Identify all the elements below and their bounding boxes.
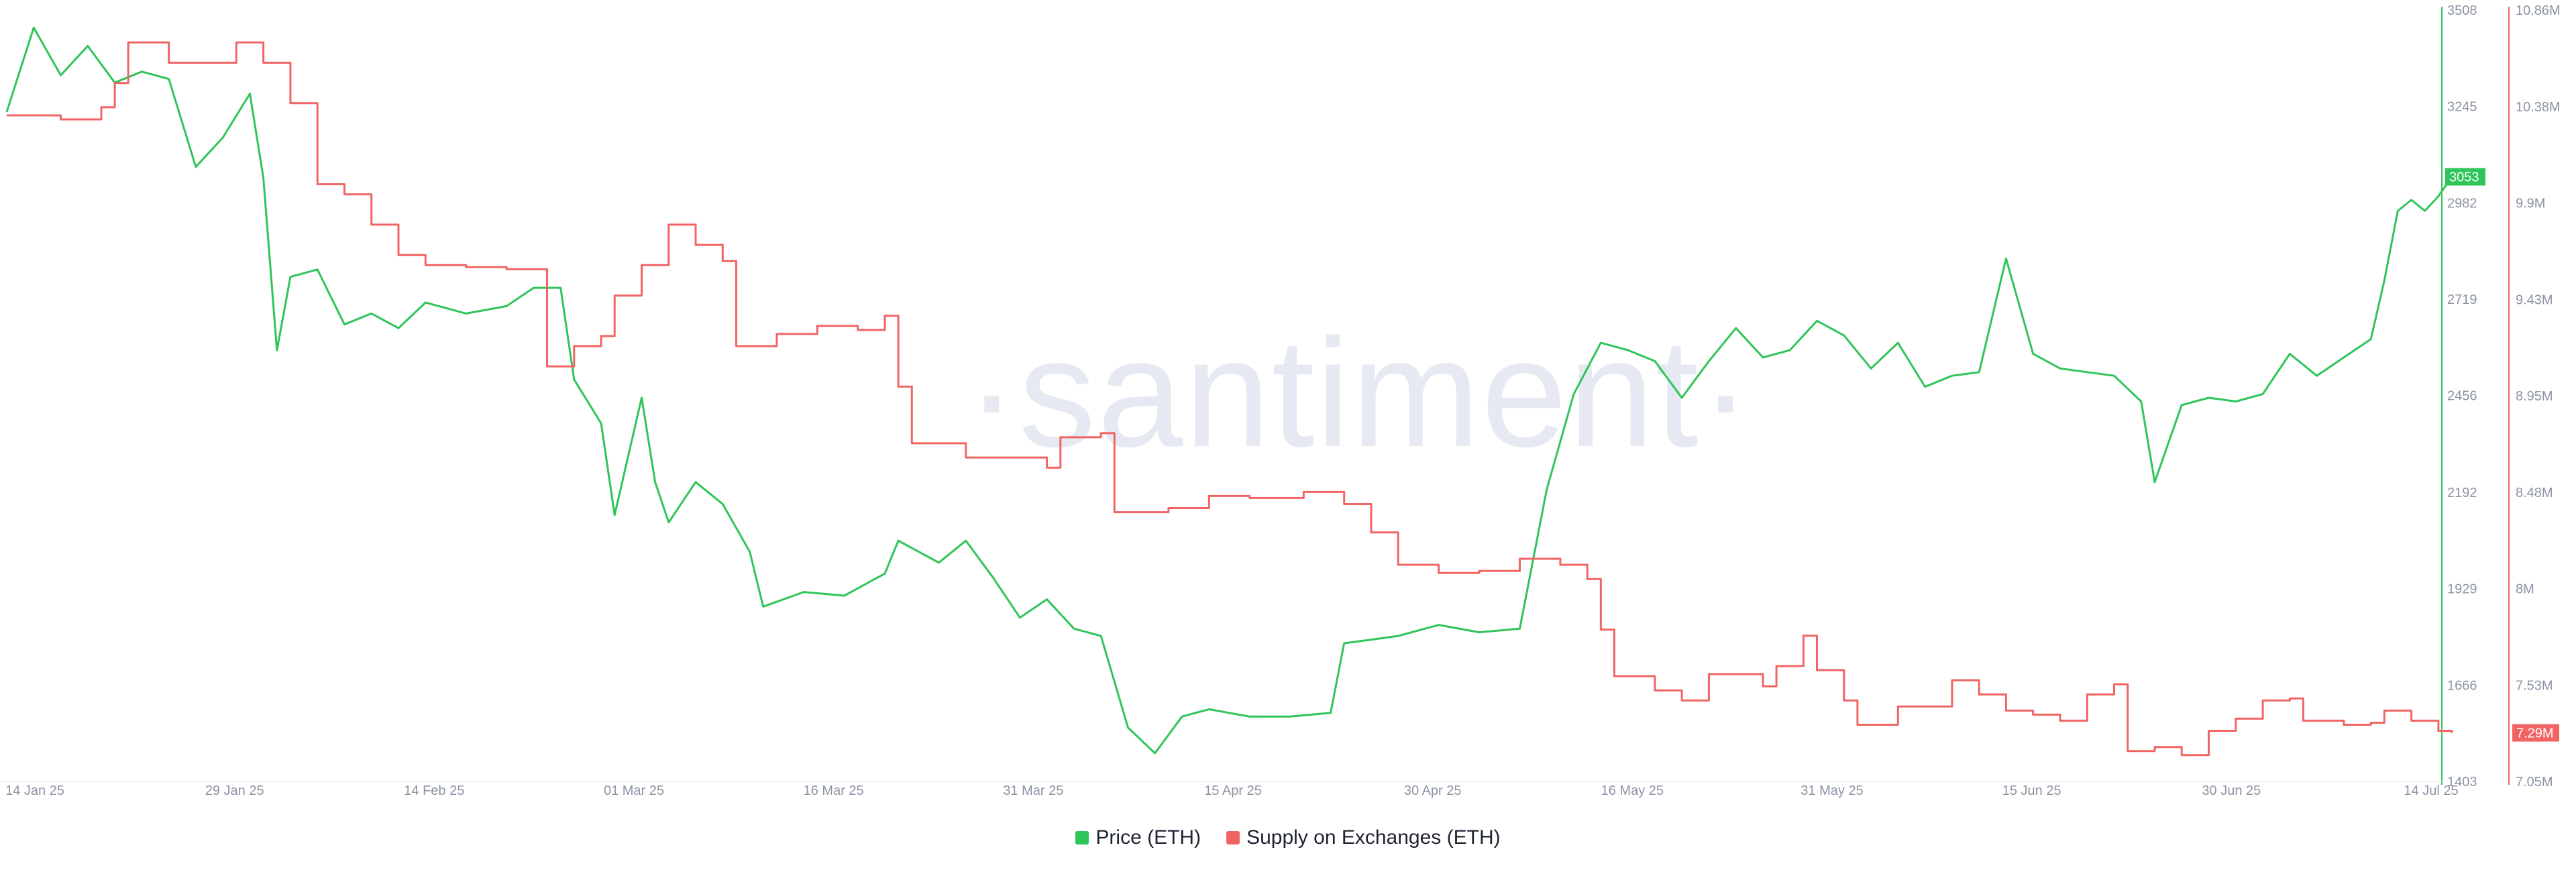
supply-tick-label: 8.95M [2516,389,2553,404]
price-tick-label: 3245 [2447,100,2477,115]
supply-tick-label: 7.53M [2516,678,2553,693]
price-tick-label: 2982 [2447,196,2477,211]
legend-item-price[interactable]: Price (ETH) [1075,826,1201,849]
legend: Price (ETH) Supply on Exchanges (ETH) [0,826,2576,849]
x-tick-label: 31 May 25 [1801,783,1863,798]
x-tick-label: 14 Jul 25 [2404,783,2458,798]
supply-line [7,41,2453,757]
supply-tick-label: 10.38M [2516,100,2561,115]
price-last-value-text: 3053 [2449,170,2479,185]
supply-tick-label: 10.86M [2516,3,2561,18]
series-layer [0,7,2510,785]
supply-last-value-text: 7.29M [2516,726,2554,741]
x-tick-label: 01 Mar 25 [604,783,664,798]
x-tick-label: 31 Mar 25 [1003,783,1063,798]
price-last-value-badge [2445,168,2485,186]
price-tick-label: 1929 [2447,582,2477,597]
price-line [5,26,2453,755]
price-tick-label: 3508 [2447,3,2477,18]
supply-last-value-badge [2512,724,2559,742]
x-tick-label: 15 Apr 25 [1204,783,1262,798]
price-tick-label: 2456 [2447,389,2477,404]
price-tick-label: 2719 [2447,292,2477,307]
x-tick-label: 14 Feb 25 [404,783,464,798]
x-tick-label: 16 Mar 25 [804,783,864,798]
legend-swatch-price [1075,831,1089,844]
x-tick-label: 29 Jan 25 [205,783,264,798]
supply-tick-label: 8.48M [2516,486,2553,500]
x-tick-label: 30 Apr 25 [1404,783,1462,798]
price-tick-label: 1666 [2447,678,2477,693]
supply-tick-label: 9.9M [2516,197,2545,211]
last-value-badges: 3053 7.29M [2445,168,2559,742]
santiment-watermark: ·santiment· [966,307,1752,479]
price-tick-label: 2192 [2447,486,2477,500]
x-tick-label: 14 Jan 25 [5,783,64,798]
price-axis-ticks: 3508 3245 2982 2719 2456 2192 1929 1666 1403 [2447,3,2477,789]
legend-label-price: Price (ETH) [1095,826,1201,849]
x-tick-label: 16 May 25 [1601,783,1664,798]
x-tick-label: 15 Jun 25 [2002,783,2061,798]
supply-tick-label: 8M [2516,582,2534,597]
price-tick-label: 1403 [2447,775,2477,789]
legend-swatch-supply [1226,831,1240,844]
x-axis-ticks: 14 Jan 25 29 Jan 25 14 Feb 25 01 Mar 25 16 M… [5,783,2459,798]
legend-label-supply: Supply on Exchanges (ETH) [1246,826,1501,849]
supply-tick-label: 7.05M [2516,775,2553,789]
supply-tick-label: 9.43M [2516,292,2553,307]
supply-axis-ticks: 10.86M 10.38M 9.9M 9.43M 8.95M 8.48M 8M 7.53M 7.… [2516,3,2561,789]
x-tick-label: 30 Jun 25 [2202,783,2261,798]
legend-item-supply[interactable]: Supply on Exchanges (ETH) [1226,826,1501,849]
